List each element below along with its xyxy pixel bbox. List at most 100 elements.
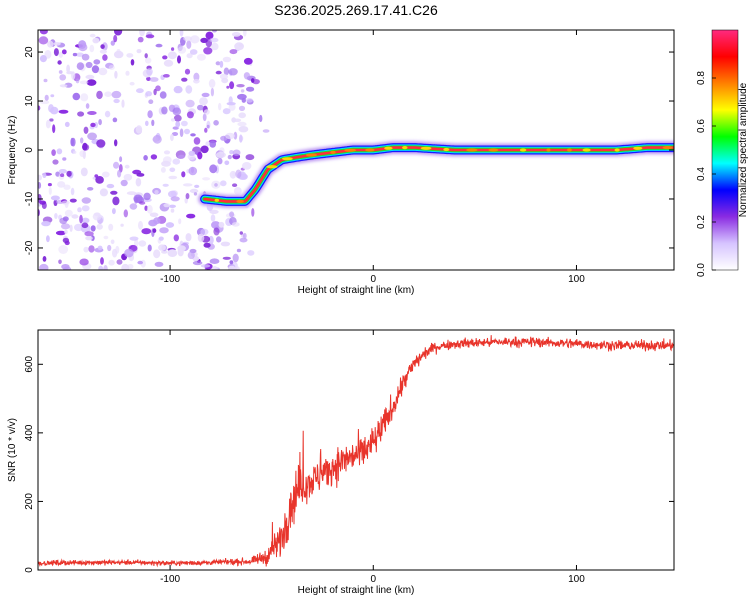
noise-speckle <box>182 183 193 187</box>
noise-speckle <box>165 222 175 228</box>
noise-speckle <box>229 150 234 155</box>
noise-speckle <box>62 157 67 161</box>
noise-speckle <box>229 81 235 90</box>
noise-speckle <box>238 112 246 119</box>
colorbar-tick-label: 0.8 <box>696 71 707 85</box>
noise-speckle <box>124 248 134 258</box>
noise-speckle <box>97 245 103 251</box>
noise-speckle <box>50 94 55 98</box>
noise-speckle <box>201 92 210 98</box>
noise-speckle <box>53 48 59 57</box>
x-tick-label: 100 <box>568 274 585 285</box>
noise-speckle <box>229 49 238 55</box>
noise-speckle <box>145 120 149 127</box>
noise-speckle <box>38 182 42 189</box>
noise-speckle <box>218 102 222 111</box>
y-tick-label: 20 <box>24 46 35 58</box>
noise-speckle <box>162 183 169 187</box>
noise-speckle <box>206 124 210 129</box>
noise-speckle <box>96 139 106 148</box>
noise-speckle <box>60 223 71 230</box>
noise-speckle <box>121 99 125 108</box>
noise-speckle <box>47 183 52 187</box>
y-tick-label: 10 <box>24 95 35 107</box>
noise-speckle <box>186 213 196 219</box>
noise-speckle <box>235 266 240 270</box>
noise-speckle <box>181 77 188 82</box>
top-y-axis: -20 -10 0 10 20 <box>24 46 674 255</box>
noise-speckle <box>114 30 123 36</box>
noise-speckle <box>110 239 115 245</box>
noise-speckle <box>38 194 42 203</box>
noise-speckle <box>219 60 224 68</box>
noise-speckle <box>167 249 178 257</box>
ridge-hotspot <box>662 146 673 150</box>
noise-speckle <box>229 211 235 218</box>
ridge-hotspot <box>614 148 620 152</box>
noise-speckle <box>245 154 255 161</box>
noise-speckle <box>227 154 232 160</box>
noise-speckle <box>98 265 104 270</box>
noise-speckle <box>208 79 216 88</box>
noise-speckle <box>76 62 85 70</box>
colorbar-tick-label: 0.0 <box>696 263 707 277</box>
noise-speckle <box>231 32 241 37</box>
noise-speckle <box>73 150 77 154</box>
noise-speckle <box>200 37 208 44</box>
ridge-hotspot <box>305 153 317 157</box>
noise-speckle <box>200 145 209 154</box>
x-tick-label: 0 <box>370 274 376 285</box>
ridge-hotspot <box>420 146 432 150</box>
noise-speckle <box>129 203 138 210</box>
noise-speckle <box>86 79 97 86</box>
noise-speckle <box>112 117 118 123</box>
noise-speckle <box>154 190 159 195</box>
noise-speckle <box>101 171 110 178</box>
noise-speckle <box>136 49 142 54</box>
ridge-hotspot <box>384 146 393 150</box>
noise-speckle <box>239 134 243 143</box>
noise-speckle <box>50 106 59 115</box>
bottom-x-axis: -100 0 100 <box>160 330 585 585</box>
noise-speckle <box>163 203 170 208</box>
noise-speckle <box>58 259 62 265</box>
noise-speckle <box>167 51 177 60</box>
noise-speckle <box>189 188 199 194</box>
noise-speckle <box>98 67 108 76</box>
noise-speckle <box>93 59 101 65</box>
ridge-hotspot <box>402 146 408 150</box>
noise-speckle <box>200 228 209 236</box>
colorbar-tick-label: 0.2 <box>696 215 707 229</box>
noise-speckle <box>203 47 213 55</box>
noise-speckle <box>100 44 105 49</box>
noise-speckle <box>222 256 231 260</box>
noise-speckle <box>58 109 69 114</box>
noise-speckle <box>72 92 81 101</box>
noise-speckle <box>49 118 54 122</box>
noise-speckle <box>202 177 211 181</box>
noise-speckle <box>161 250 168 254</box>
x-tick-label: 100 <box>568 574 585 585</box>
noise-speckle <box>85 236 93 241</box>
noise-speckle <box>103 235 109 240</box>
noise-speckle <box>232 149 241 156</box>
noise-speckle <box>243 30 247 37</box>
noise-speckle <box>136 173 145 177</box>
noise-speckle <box>138 240 147 247</box>
chart-title: S236.2025.269.17.41.C26 <box>274 2 438 18</box>
noise-speckle <box>183 36 193 42</box>
noise-speckle <box>71 137 76 147</box>
ridge-hotspot <box>633 146 643 150</box>
ridge-track <box>197 140 674 209</box>
noise-speckle <box>148 99 154 104</box>
noise-speckle <box>186 53 193 59</box>
noise-speckle <box>83 126 89 134</box>
noise-speckle <box>107 244 112 252</box>
noise-speckle <box>202 113 207 122</box>
noise-speckle <box>169 167 176 173</box>
noise-speckle <box>236 248 241 253</box>
noise-speckle <box>204 127 208 133</box>
noise-speckle <box>191 167 194 174</box>
noise-speckle <box>233 131 238 140</box>
